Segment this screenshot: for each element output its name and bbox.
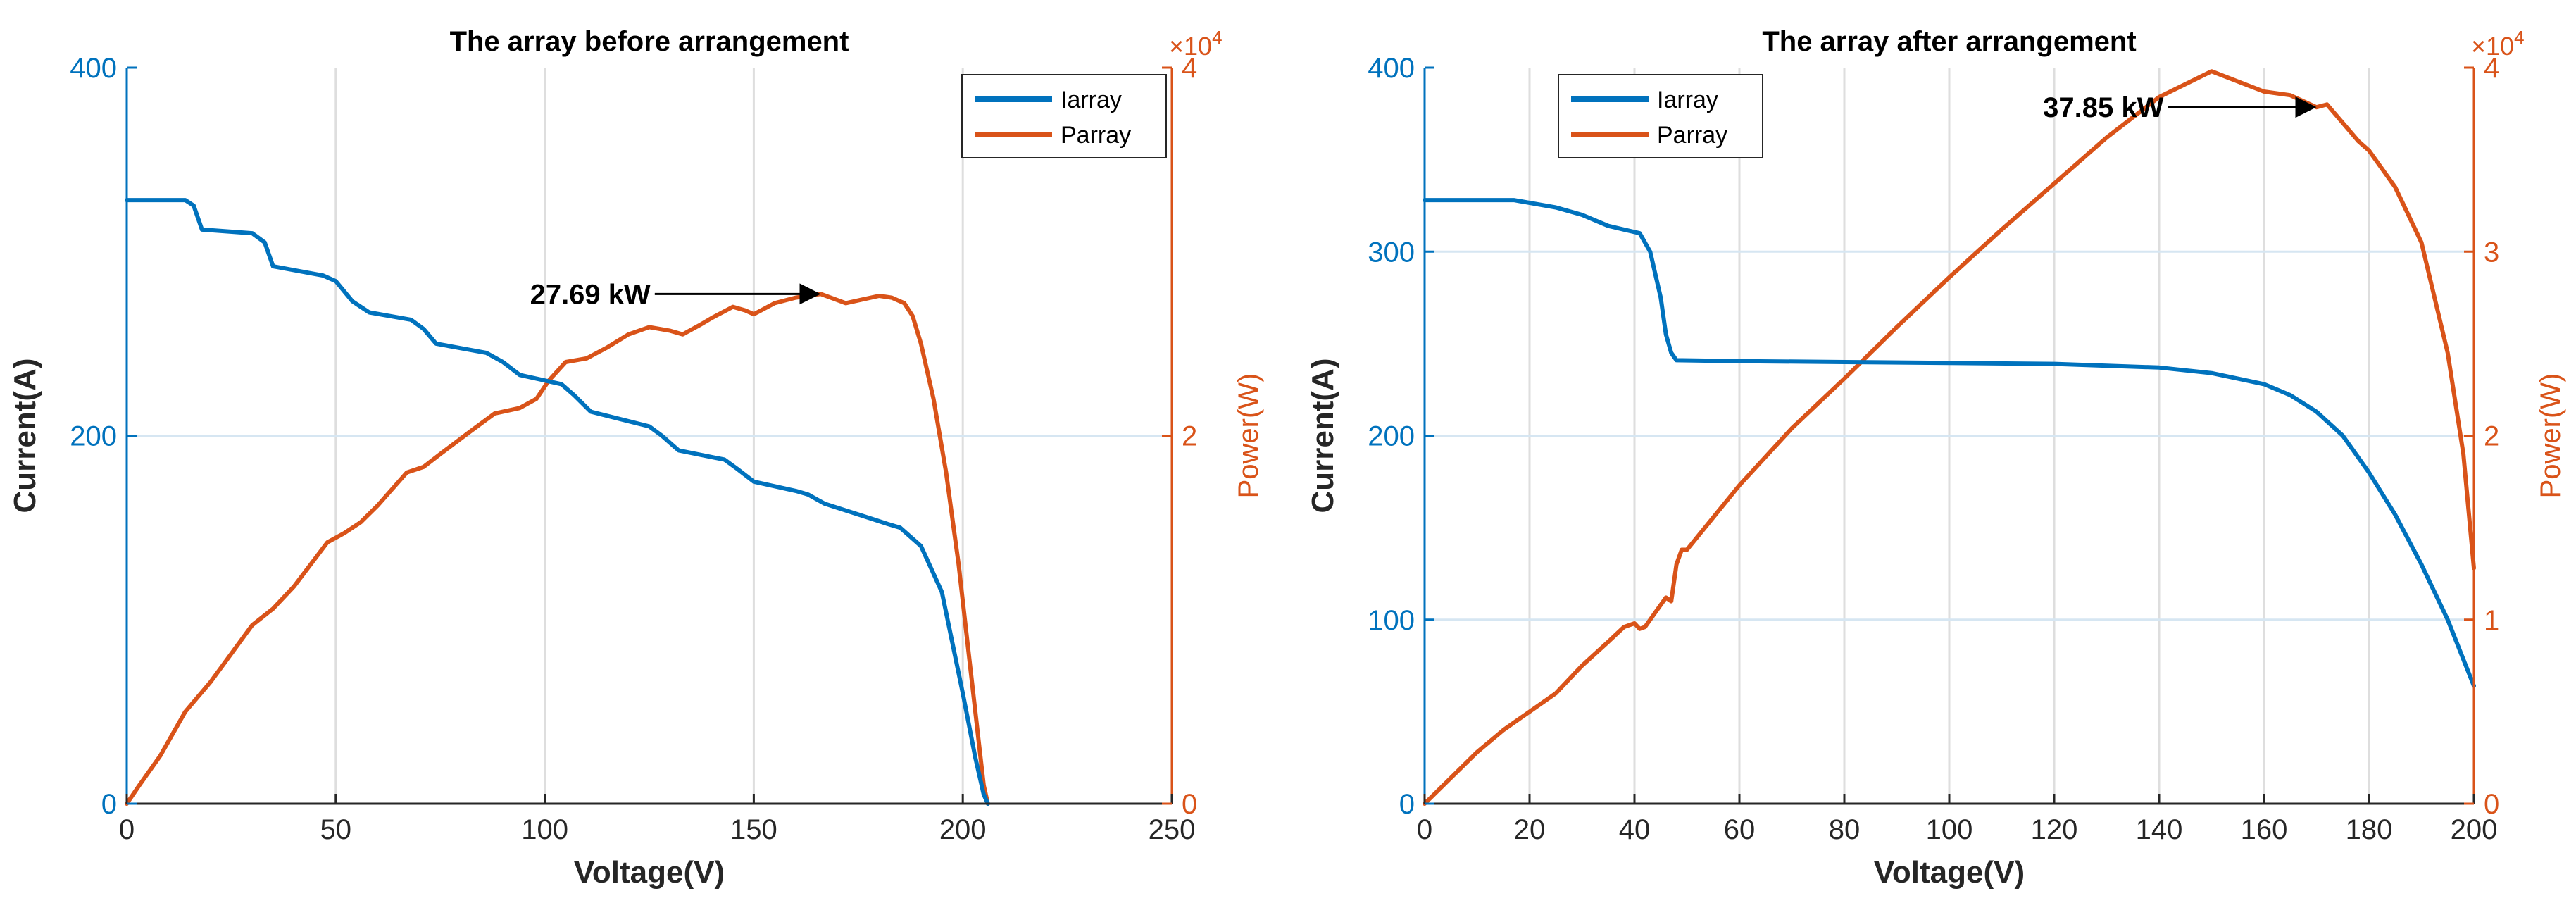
x-tick-label: 100 (1926, 814, 1973, 845)
x-tick-label: 80 (1829, 814, 1861, 845)
y-left-tick-label: 300 (1368, 237, 1415, 268)
line-iarray (1423, 198, 2476, 688)
line-iarray (125, 198, 990, 806)
annotation-label: 37.85 kW (2043, 92, 2163, 123)
line-parray (125, 292, 990, 806)
y-right-tick-label: 4 (1182, 53, 1197, 84)
x-tick-label: 0 (119, 814, 135, 845)
right-axis-exponent-base: ×10 (2471, 32, 2514, 61)
x-axis-label: Voltage(V) (574, 855, 725, 890)
x-tick-label: 250 (1149, 814, 1196, 845)
right-axis-exponent-power: 4 (2514, 27, 2524, 48)
x-tick-label: 60 (1724, 814, 1756, 845)
y-left-tick-label: 0 (101, 789, 117, 820)
x-tick-label: 140 (2136, 814, 2183, 845)
y-axis-left-label: Current(A) (1306, 359, 1340, 513)
x-tick-label: 0 (1417, 814, 1432, 845)
y-axis-left-label: Current(A) (8, 359, 42, 513)
annotation-label: 27.69 kW (530, 279, 651, 310)
y-axis-right-label: Power(W) (2535, 373, 2566, 499)
x-tick-label: 150 (730, 814, 777, 845)
x-tick-label: 160 (2241, 814, 2288, 845)
legend-label-iarray: Iarray (1657, 87, 1718, 113)
legend-label-iarray: Iarray (1061, 87, 1122, 113)
series-lines (125, 198, 990, 806)
grid-lines (1425, 68, 2474, 804)
x-tick-label: 40 (1619, 814, 1651, 845)
y-right-tick-label: 1 (2484, 605, 2499, 636)
legend-box (961, 74, 1167, 158)
y-right-tick-label: 0 (1182, 789, 1197, 820)
grid-lines (127, 68, 1172, 804)
right-axis-exponent-base: ×10 (1169, 32, 1212, 61)
y-right-tick-label: 0 (2484, 789, 2499, 820)
y-right-tick-label: 2 (2484, 421, 2499, 452)
y-left-tick-label: 100 (1368, 605, 1415, 636)
legend-label-parray: Parray (1657, 122, 1727, 149)
legend: Iarray Parray (961, 74, 1167, 158)
legend-label-parray: Parray (1061, 122, 1131, 149)
right-axis-exponent: ×104 (1169, 27, 1223, 61)
right-axis-exponent-power: 4 (1212, 27, 1222, 48)
ticks: 0 20 40 60 80 100 120 140 160 180 2000100200300400… (1368, 53, 2499, 845)
legend-box (1558, 74, 1763, 158)
series-lines (1423, 69, 2476, 806)
y-left-tick-label: 0 (1399, 789, 1415, 820)
y-left-tick-label: 200 (1368, 421, 1415, 452)
chart-title: The array before arrangement (450, 26, 849, 57)
x-tick-label: 20 (1514, 814, 1546, 845)
x-tick-label: 50 (320, 814, 352, 845)
x-tick-label: 180 (2346, 814, 2393, 845)
y-axis-right-label: Power(W) (1233, 373, 1264, 499)
chart-title: The array after arrangement (1762, 26, 2136, 57)
y-left-tick-label: 400 (1368, 53, 1415, 84)
annotation: 37.85 kW (2043, 92, 2317, 123)
y-right-tick-label: 2 (1182, 421, 1197, 452)
line-parray (1423, 69, 2476, 806)
y-left-tick-label: 400 (70, 53, 117, 84)
y-left-tick-label: 200 (70, 421, 117, 452)
x-tick-label: 200 (939, 814, 987, 845)
x-tick-label: 200 (2451, 814, 2498, 845)
x-tick-label: 100 (521, 814, 568, 845)
x-axis-label: Voltage(V) (1874, 855, 2025, 890)
chart-after-arrangement: 0 20 40 60 80 100 120 140 160 180 2000100200300400… (1306, 26, 2566, 890)
y-right-tick-label: 4 (2484, 53, 2499, 84)
legend: Iarray Parray (1558, 74, 1763, 158)
x-tick-label: 120 (2031, 814, 2078, 845)
annotation: 27.69 kW (530, 279, 821, 310)
y-right-tick-label: 3 (2484, 237, 2499, 268)
right-axis-exponent: ×104 (2471, 27, 2525, 61)
